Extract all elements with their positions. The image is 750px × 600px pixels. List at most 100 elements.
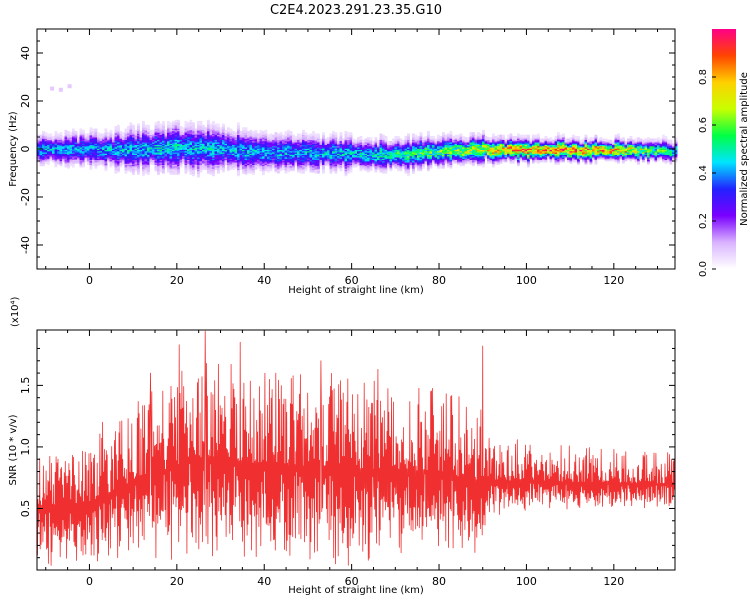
heatmap-cell [342, 138, 345, 142]
heatmap-cell [109, 129, 113, 133]
heatmap-cell [72, 164, 75, 168]
heatmap-cell [124, 170, 128, 174]
heatmap-cell [162, 121, 165, 124]
heatmap-cell [69, 132, 73, 135]
heatmap-cell [92, 131, 95, 134]
heatmap-cell [249, 129, 253, 133]
heatmap-cell [274, 132, 278, 135]
heatmap-cell [419, 132, 423, 135]
heatmap-cell [212, 121, 215, 124]
heatmap-cell [279, 132, 283, 135]
heatmap-cell [412, 133, 415, 137]
heatmap-cell [92, 128, 95, 132]
heatmap-cell [124, 128, 128, 132]
heatmap-cell [57, 133, 60, 137]
heatmap-cell [337, 138, 340, 142]
heatmap-cell [147, 172, 150, 175]
heatmap-cell [272, 134, 275, 138]
heatmap-cell [119, 131, 123, 134]
heatmap-cell [134, 129, 138, 133]
heatmap-cell [189, 119, 193, 123]
heatmap-cell [322, 132, 325, 135]
heatmap-cell [239, 167, 243, 170]
heatmap-cell [287, 132, 290, 135]
heatmap-cell [394, 136, 398, 139]
heatmap-cells [37, 84, 678, 178]
heatmap-cell [252, 131, 255, 134]
heatmap-cell [179, 126, 183, 129]
heatmap-cell [39, 134, 43, 138]
heatmap-cell [384, 136, 388, 139]
heatmap-cell [329, 133, 333, 137]
heatmap-cell [229, 128, 233, 132]
heatmap-cell [209, 123, 213, 127]
heatmap-cell [209, 126, 213, 129]
heatmap-cell [79, 128, 83, 132]
heatmap-cell [239, 131, 243, 134]
heatmap-cell [144, 170, 148, 174]
heatmap-cell [407, 133, 410, 137]
heatmap-cell [299, 133, 303, 137]
heatmap-cell [219, 127, 223, 131]
heatmap-cell [247, 131, 250, 134]
heatmap-cell [437, 134, 440, 138]
heatmap-cell [427, 131, 430, 134]
heatmap-cell [359, 136, 363, 139]
heatmap-cell [292, 134, 295, 138]
heatmap-cell [107, 132, 110, 135]
heatmap-cell [127, 126, 130, 129]
heatmap-cell [67, 131, 70, 134]
heatmap-cell [37, 134, 40, 138]
heatmap-cell [184, 123, 188, 127]
heatmap-cell [117, 124, 120, 128]
heatmap-cell [344, 131, 348, 134]
heatmap-cell [172, 121, 175, 124]
heatmap-cell [392, 138, 395, 142]
heatmap-cell [357, 137, 360, 140]
heatmap-cell [442, 132, 445, 135]
heatmap-cell [52, 136, 55, 139]
heatmap-cell [369, 137, 373, 140]
heatmap-cell [164, 129, 168, 133]
heatmap-cell [434, 138, 438, 142]
heatmap-cell [154, 122, 158, 126]
heatmap-cell [397, 136, 400, 139]
heatmap-cell [354, 139, 358, 143]
heatmap-cell [254, 129, 258, 133]
heatmap-cell [129, 122, 133, 126]
heatmap-cell [317, 133, 320, 137]
heatmap-cell [447, 133, 450, 137]
heatmap-cell [149, 129, 153, 133]
heatmap-cell [304, 132, 308, 135]
heatmap-cell [377, 139, 380, 143]
heatmap-cell [422, 137, 425, 140]
heatmap-cell [324, 138, 328, 142]
heatmap-cell [429, 136, 433, 139]
heatmap-cell [122, 132, 125, 135]
heatmap-cell [44, 132, 48, 135]
heatmap-cell [144, 124, 148, 128]
heatmap-cell [269, 133, 273, 137]
heatmap-cell [352, 138, 355, 142]
heatmap-cell [367, 137, 370, 140]
heatmap-cell [182, 127, 185, 131]
heatmap-cell [64, 129, 68, 133]
heatmap-cell [262, 131, 265, 134]
heatmap-cell [402, 139, 405, 143]
heatmap-cell [207, 119, 210, 123]
heatmap-cell [189, 122, 193, 126]
heatmap-cell [214, 123, 218, 127]
heatmap-cell [224, 129, 228, 133]
heatmap-cell [87, 133, 90, 137]
heatmap-cell [114, 126, 118, 129]
heatmap-cell [327, 137, 330, 140]
heatmap-cell [199, 121, 203, 124]
heatmap-cell [332, 131, 335, 134]
heatmap-cell [159, 123, 163, 127]
heatmap-cell [137, 123, 140, 127]
heatmap-cell [334, 132, 338, 135]
heatmap-cell [289, 131, 293, 134]
heatmap-cell [242, 129, 245, 133]
